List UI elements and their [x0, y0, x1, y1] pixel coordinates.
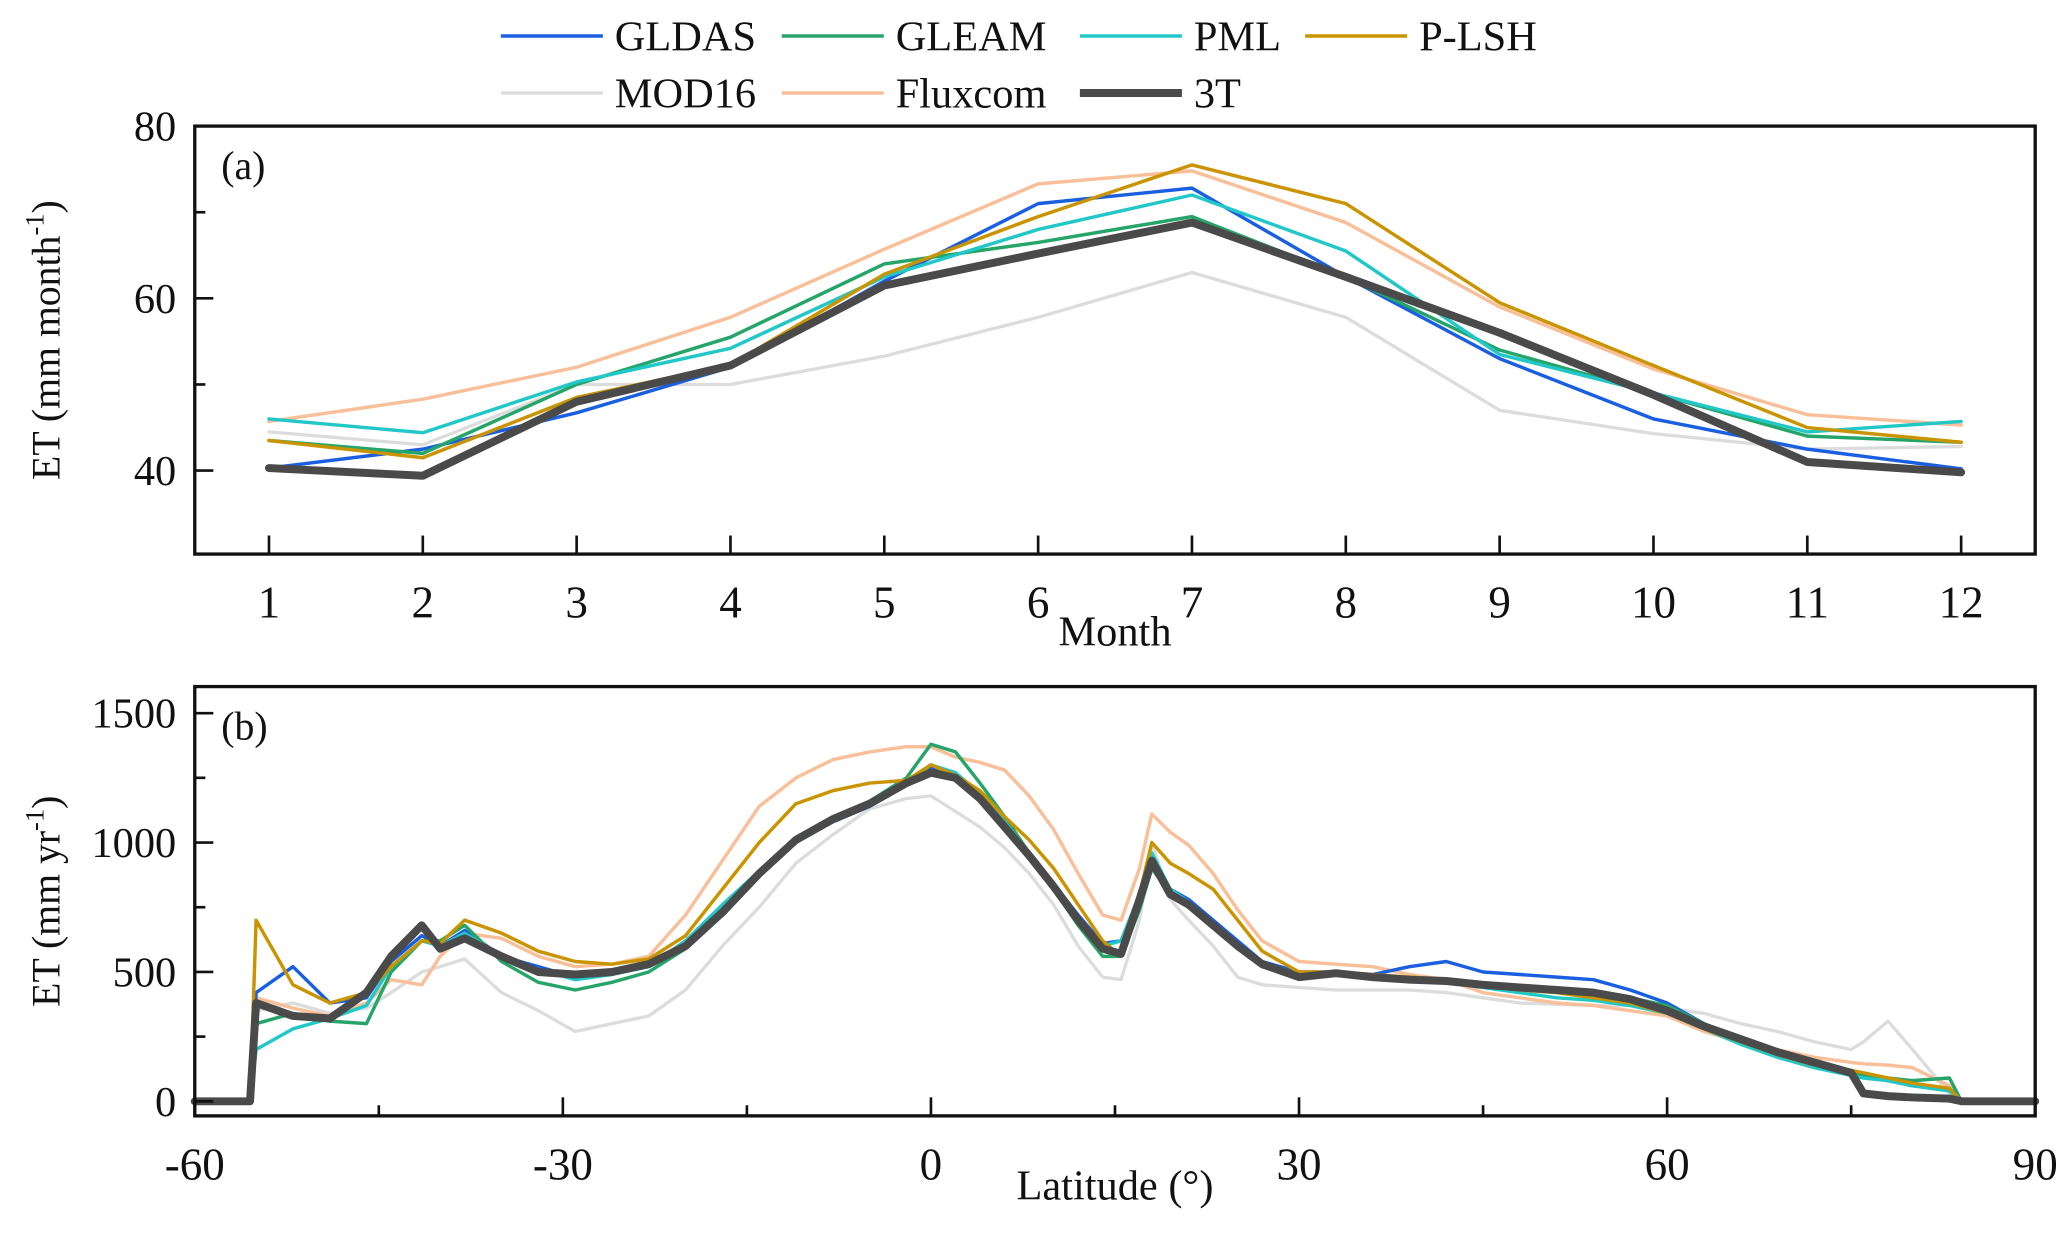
y-tick-label: 0 [155, 1079, 176, 1126]
legend-label-fluxcom: Fluxcom [896, 71, 1047, 118]
x-tick-label: 30 [1277, 1139, 1322, 1189]
y-tick-label: 40 [134, 448, 176, 495]
legend-label-p-lsh: P-LSH [1419, 14, 1537, 61]
panel-label: (a) [221, 144, 265, 188]
x-tick-label: -60 [165, 1139, 225, 1189]
x-axis-title: Month [1058, 609, 1171, 656]
y-axis-title-sup: -1 [20, 213, 50, 235]
x-tick-label: 5 [873, 578, 896, 628]
x-tick-label: 60 [1645, 1139, 1690, 1189]
y-axis-title-sup: -1 [20, 809, 50, 831]
plot-frame [193, 124, 2037, 556]
y-tick-label: 1500 [91, 691, 176, 738]
legend-label-mod16: MOD16 [615, 71, 756, 118]
y-axis-title-main: ET (mm yr [25, 831, 69, 1007]
x-tick-label: 6 [1027, 578, 1050, 628]
y-axis-title-end: ) [25, 796, 69, 809]
panel-b-latitudinal-et: -60 -30 0 30 60 90 0 500 1000 1500 (b) Latitude (°)… [20, 684, 2058, 1209]
legend-label-3t: 3T [1194, 71, 1241, 118]
y-tick-label: 500 [113, 949, 177, 996]
y-tick-label: 60 [134, 276, 176, 323]
y-axis-title: ET (mm month-1) [20, 200, 69, 480]
x-tick-label: 7 [1181, 578, 1204, 628]
legend: GLDAS GLEAM PML P-LSH MOD16 Fluxcom 3T [500, 14, 1537, 118]
legend-label-gldas: GLDAS [615, 14, 756, 61]
x-tick-label: 12 [1939, 578, 1984, 628]
x-tick-label: 8 [1335, 578, 1358, 628]
series-line-gldas [267, 186, 1963, 471]
x-tick-label: 1 [258, 578, 281, 628]
x-tick-label: 0 [920, 1139, 943, 1189]
x-tick-label: 4 [719, 578, 742, 628]
x-tick-label: 90 [2013, 1139, 2058, 1189]
x-axis-title: Latitude (°) [1016, 1162, 1213, 1209]
series-line-mod16 [193, 794, 2037, 1103]
x-tick-label: 9 [1488, 578, 1511, 628]
series-line-3t [190, 768, 2040, 1106]
x-tick-label: 3 [565, 578, 588, 628]
x-tick-label: -30 [533, 1139, 593, 1189]
series-line-3t [264, 218, 1966, 480]
series-line-p-lsh [267, 163, 1963, 460]
y-axis-title-main: ET (mm month [25, 235, 69, 480]
legend-label-gleam: GLEAM [896, 14, 1047, 61]
y-axis-title-end: ) [25, 200, 69, 213]
legend-label-pml: PML [1194, 14, 1281, 61]
series-line-pml [267, 193, 1963, 435]
panel-label: (b) [221, 705, 267, 749]
x-tick-label: 11 [1786, 578, 1829, 628]
y-tick-label: 1000 [91, 820, 176, 867]
y-axis-title: ET (mm yr-1) [20, 796, 69, 1007]
x-tick-label: 2 [412, 578, 435, 628]
x-tick-label: 10 [1631, 578, 1676, 628]
y-tick-label: 80 [134, 104, 176, 151]
